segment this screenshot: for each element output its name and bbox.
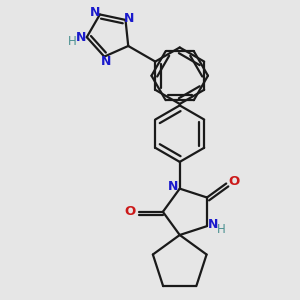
Text: H: H [68,35,77,48]
Text: N: N [124,12,134,25]
Text: N: N [100,56,111,68]
Text: N: N [168,180,178,193]
Text: H: H [217,223,226,236]
Text: N: N [90,7,100,20]
Text: N: N [208,218,219,231]
Text: O: O [228,175,239,188]
Text: N: N [76,31,86,44]
Text: O: O [124,205,136,218]
